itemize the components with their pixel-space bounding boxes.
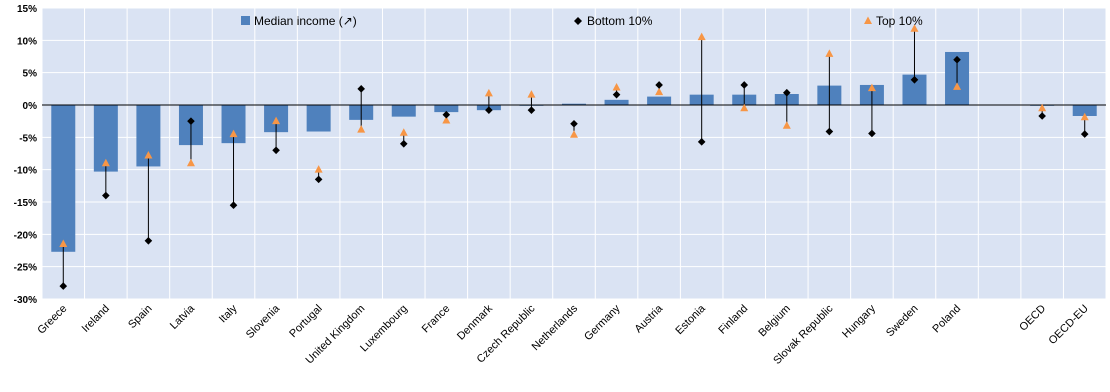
top10-marker-estonia	[697, 32, 706, 41]
bottom10-marker-austria	[655, 81, 663, 89]
x-tick-label-sweden: Sweden	[884, 303, 921, 340]
top10-marker-sweden	[910, 24, 919, 32]
top10-marker-denmark	[484, 88, 493, 97]
bottom10-marker-spain	[144, 237, 153, 245]
y-axis-ticks: 15% 10% 5% 0% -5% -10% -15% -20% -25% -30%	[14, 4, 37, 306]
top10-marker-ireland	[101, 158, 110, 167]
top10-marker-slovenia	[272, 116, 281, 125]
bottom10-marker-portugal	[314, 175, 323, 184]
bottom10-marker-france	[442, 110, 451, 119]
y-tick-label: -25%	[14, 263, 37, 274]
legend-median-label: Median income (↗)	[254, 14, 357, 28]
bottom10-marker-slovenia	[272, 146, 280, 155]
bottom10-marker-sweden	[910, 75, 919, 84]
x-tick-label-oecd: OECD	[1017, 303, 1048, 334]
x-tick-label-italy: Italy	[217, 302, 240, 325]
top10-marker-greece	[59, 239, 68, 248]
bottom10-marker-united-kingdom	[357, 85, 365, 93]
bar-portugal	[306, 105, 331, 132]
y-tick-label: -10%	[14, 166, 37, 177]
top10-marker-czech-republic	[527, 90, 536, 98]
x-tick-label-spain: Spain	[126, 303, 154, 331]
x-tick-label-finland: Finland	[716, 303, 750, 337]
bottom10-marker-luxembourg	[399, 140, 408, 148]
legend-bottom10-swatch	[574, 17, 582, 25]
bottom10-marker-hungary	[868, 129, 876, 138]
top10-marker-france	[442, 116, 451, 124]
top10-marker-poland	[953, 82, 962, 90]
top10-marker-latvia	[186, 158, 195, 167]
plot-area	[42, 8, 1106, 299]
markers	[59, 24, 1089, 290]
bar-luxembourg	[391, 105, 416, 117]
y-tick-label: -15%	[14, 198, 37, 209]
x-tick-label-france: France	[420, 303, 453, 336]
top10-marker-hungary	[867, 83, 876, 92]
legend: Median income (↗) Bottom 10% Top 10%	[241, 14, 923, 28]
y-tick-label: 15%	[17, 4, 37, 15]
legend-top10-swatch	[864, 16, 872, 24]
bar-austria	[647, 96, 672, 105]
legend-top10-label: Top 10%	[876, 14, 923, 28]
x-tick-label-estonia: Estonia	[673, 302, 708, 337]
bar-netherlands	[562, 103, 586, 105]
legend-bottom10-label: Bottom 10%	[587, 14, 653, 28]
y-tick-label: 10%	[17, 36, 37, 47]
y-tick-label: -30%	[14, 295, 37, 306]
top10-marker-austria	[655, 87, 664, 96]
x-tick-label-netherlands: Netherlands	[530, 302, 581, 353]
x-axis-categories: Greece Ireland Spain Latvia Italy Slovenia Por…	[35, 302, 1090, 367]
y-tick-label: 0%	[23, 101, 38, 112]
bottom10-marker-greece	[59, 282, 68, 290]
bottom10-marker-netherlands	[570, 119, 578, 128]
bottom10-marker-oecd	[1038, 112, 1046, 120]
bottom10-marker-czech-republic	[527, 106, 536, 114]
top10-marker-italy	[229, 129, 238, 138]
top10-marker-spain	[144, 150, 153, 159]
top10-marker-united-kingdom	[357, 125, 366, 133]
bottom10-marker-slovak-republic	[825, 127, 834, 136]
bottom10-marker-estonia	[697, 138, 706, 146]
y-tick-label: -20%	[14, 230, 37, 241]
bottom10-marker-finland	[740, 81, 749, 89]
x-tick-label-ireland: Ireland	[80, 303, 112, 335]
x-tick-label-belgium: Belgium	[756, 303, 793, 340]
bottom10-marker-poland	[953, 55, 961, 64]
bottom10-marker-germany	[612, 90, 621, 99]
bar-greece	[51, 105, 76, 252]
top10-marker-oecd	[1038, 103, 1047, 112]
top10-marker-oecd-eu	[1080, 112, 1089, 121]
bar-france	[434, 105, 459, 113]
x-tick-label-oecd-eu: OECD-EU	[1046, 303, 1090, 347]
x-tick-label-poland: Poland	[930, 303, 963, 336]
x-tick-label-austria: Austria	[633, 302, 666, 335]
bottom10-marker-latvia	[187, 117, 195, 125]
bottom10-marker-italy	[229, 201, 238, 210]
top10-marker-finland	[740, 103, 749, 112]
legend-median-swatch	[241, 16, 250, 25]
top10-marker-luxembourg	[399, 128, 408, 136]
top10-marker-belgium	[782, 121, 791, 129]
x-tick-label-denmark: Denmark	[455, 302, 495, 342]
bottom10-marker-ireland	[102, 191, 110, 200]
top10-marker-portugal	[314, 165, 323, 173]
bar-oecd-eu	[1072, 105, 1097, 116]
y-tick-label: 5%	[23, 69, 38, 80]
top10-marker-slovak-republic	[825, 49, 834, 57]
bottom10-marker-oecd-eu	[1080, 130, 1089, 138]
bottom10-marker-belgium	[783, 88, 791, 97]
y-tick-label: -5%	[19, 133, 37, 144]
bottom10-marker-denmark	[485, 106, 493, 114]
x-tick-label-germany: Germany	[582, 302, 623, 343]
x-tick-label-latvia: Latvia	[168, 302, 198, 332]
x-tick-label-greece: Greece	[35, 303, 69, 337]
top10-marker-netherlands	[570, 130, 578, 138]
bar-germany	[604, 99, 629, 105]
x-tick-label-hungary: Hungary	[840, 302, 878, 340]
x-tick-label-slovenia: Slovenia	[244, 302, 283, 341]
x-tick-label-portugal: Portugal	[287, 303, 324, 340]
top10-marker-germany	[612, 83, 621, 91]
